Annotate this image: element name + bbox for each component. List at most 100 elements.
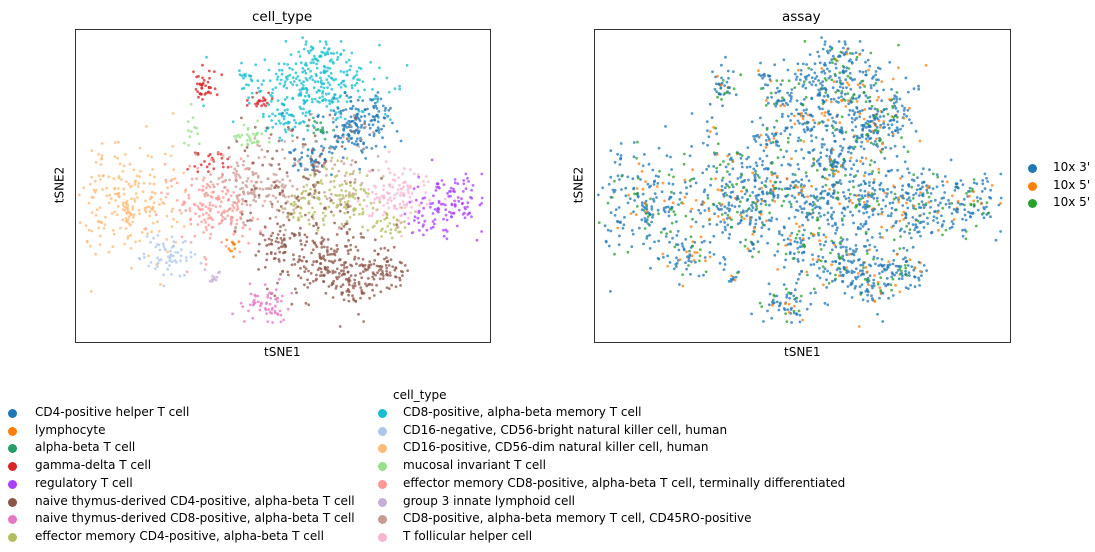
data-point (463, 211, 466, 215)
data-point (764, 133, 768, 137)
data-point (272, 172, 276, 176)
data-point (762, 149, 766, 153)
data-point (206, 217, 210, 220)
data-point (784, 126, 788, 130)
data-point (261, 188, 265, 191)
data-point (351, 119, 355, 123)
data-point (935, 185, 939, 189)
data-point (304, 301, 308, 305)
data-point (925, 269, 928, 272)
data-point (152, 182, 156, 186)
data-point (609, 149, 613, 153)
data-point (462, 182, 466, 186)
data-point (868, 274, 872, 277)
data-point (290, 202, 293, 206)
data-point (351, 172, 355, 176)
data-point (782, 283, 786, 286)
data-point (248, 282, 252, 286)
data-point (715, 170, 719, 174)
data-point (833, 183, 836, 187)
data-point (328, 102, 332, 106)
data-point (226, 157, 230, 161)
data-point (171, 254, 175, 258)
data-point (262, 102, 266, 106)
data-point (821, 84, 824, 87)
data-point (919, 234, 922, 238)
data-point (802, 140, 806, 143)
data-point (792, 309, 796, 313)
data-point (323, 166, 326, 169)
data-point (824, 78, 828, 82)
data-point (212, 167, 216, 171)
data-point (685, 192, 689, 196)
data-point (878, 67, 882, 71)
data-point (777, 187, 781, 191)
data-point (307, 193, 311, 197)
data-point (887, 126, 891, 130)
data-point (188, 209, 192, 213)
data-point (902, 218, 906, 221)
data-point (854, 51, 858, 55)
data-point (815, 168, 819, 172)
data-point (322, 254, 326, 258)
data-point (276, 99, 280, 102)
data-point (852, 270, 856, 274)
data-point (333, 135, 337, 139)
data-point (733, 205, 737, 209)
data-point (857, 258, 860, 262)
data-point (354, 207, 357, 211)
data-point (793, 304, 796, 308)
data-point (405, 202, 409, 206)
data-point (203, 268, 207, 271)
data-point (921, 167, 925, 171)
data-point (261, 233, 265, 237)
data-point (859, 291, 863, 295)
data-point (828, 155, 832, 158)
data-point (830, 213, 834, 217)
data-point (298, 88, 302, 92)
data-point (747, 155, 750, 159)
data-point (854, 267, 858, 271)
data-point (342, 205, 346, 209)
data-point (218, 270, 222, 274)
data-point (719, 220, 723, 224)
data-point (643, 153, 646, 156)
data-point (855, 116, 858, 120)
data-point (286, 307, 290, 311)
data-point (834, 160, 837, 164)
data-point (863, 277, 867, 281)
data-point (347, 290, 351, 294)
data-point (170, 184, 174, 188)
data-point (850, 271, 854, 275)
data-point (271, 157, 274, 161)
data-point (204, 257, 208, 261)
data-point (848, 99, 852, 103)
data-point (758, 187, 761, 191)
data-point (760, 181, 764, 185)
data-point (244, 223, 247, 227)
data-point (899, 127, 902, 131)
data-point (315, 273, 318, 277)
data-point (861, 70, 865, 74)
data-point (226, 190, 230, 193)
data-point (182, 225, 186, 228)
data-point (651, 168, 655, 172)
data-point (346, 249, 350, 253)
data-point (649, 197, 652, 201)
data-point (914, 129, 918, 133)
data-point (332, 52, 336, 55)
data-point (724, 55, 727, 59)
data-point (391, 121, 394, 125)
data-point (353, 178, 357, 181)
data-point (387, 167, 391, 171)
data-point (920, 274, 923, 277)
data-point (116, 192, 119, 196)
data-point (326, 86, 329, 89)
data-point (786, 308, 790, 311)
data-point (897, 196, 900, 200)
data-point (722, 268, 726, 271)
data-point (280, 72, 284, 76)
data-point (244, 74, 247, 78)
data-point (399, 139, 403, 143)
data-point (306, 128, 310, 132)
